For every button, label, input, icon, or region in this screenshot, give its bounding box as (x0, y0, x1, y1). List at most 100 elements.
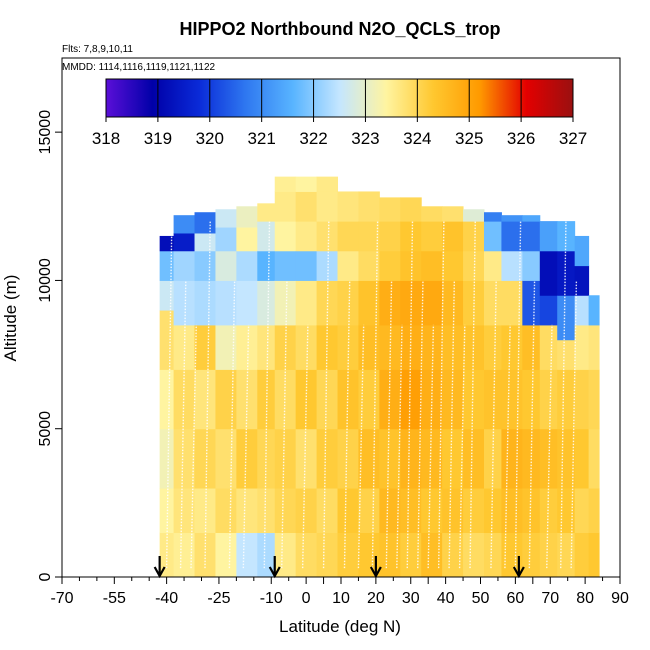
heatmap-cell-20-0 (557, 532, 576, 578)
heatmap-cell-4-5 (236, 280, 258, 326)
x-tick-label--40: -40 (155, 590, 178, 607)
heatmap-cell-21-4 (574, 324, 590, 370)
x-tick-label--70: -70 (50, 590, 73, 607)
heatmap-cell-8-7 (316, 221, 339, 252)
flight-traces (165, 221, 578, 569)
heatmap-cell-10-0 (358, 532, 380, 578)
x-tick-label-90: 90 (611, 590, 629, 607)
heatmap-cell-4-1 (236, 488, 258, 534)
heatmap-cell-13-7 (421, 221, 443, 252)
heatmap-cell-1-5 (173, 280, 196, 326)
heatmap-cell-1-6 (173, 250, 196, 281)
heatmap-cell-21-7 (574, 235, 590, 267)
heatmap-cell-15-2 (463, 428, 485, 489)
heatmap-cell-19-6 (539, 250, 558, 296)
colorbar-label-325: 325 (455, 129, 483, 148)
mmdd-label: MMDD: 1114,1116,1119,1121,1122 (62, 62, 216, 73)
heatmap-cell-3-6 (215, 250, 237, 281)
heatmap-cell-5-6 (257, 250, 276, 281)
profile-trace-18 (437, 221, 445, 569)
heatmap-cell-12-1 (400, 488, 422, 534)
heatmap-cell-22-4 (588, 324, 600, 370)
x-tick-label-10: 10 (332, 590, 350, 607)
heatmap-cell-2-7 (194, 232, 216, 252)
heatmap-cell-7-9 (295, 176, 318, 192)
heatmap-cell-9-4 (337, 324, 359, 370)
colorbar-label-318: 318 (92, 129, 120, 148)
heatmap-cell-6-0 (274, 532, 297, 578)
colorbar-label-326: 326 (507, 129, 535, 148)
colorbar-gradient (105, 78, 574, 118)
heatmap-cell-12-2 (400, 428, 422, 489)
heatmap-cell-3-5 (215, 280, 237, 326)
heatmap-cell-4-4 (236, 324, 258, 370)
heatmap-cell-20-3 (557, 369, 576, 430)
heatmap-cell-7-5 (295, 280, 318, 326)
heatmap-cell-1-4 (173, 324, 196, 370)
heatmap-cell-16-0 (483, 532, 502, 578)
heatmap-cell-20-6 (557, 250, 576, 296)
heatmap-cell-16-6 (483, 250, 502, 281)
heatmap-cell-17-5 (501, 280, 523, 326)
heatmap-cell-15-1 (463, 488, 485, 534)
heatmap-cell-21-2 (574, 428, 590, 489)
heatmap-cell-1-7 (173, 232, 196, 252)
flight-marker-arrow-1 (268, 556, 281, 579)
profile-trace-15 (406, 221, 414, 569)
y-axis: 0 5000 10000 15000 (37, 110, 62, 581)
colorbar-label-319: 319 (144, 129, 172, 148)
heatmap-cell-3-8 (215, 209, 237, 228)
heatmap-cell-7-8 (295, 191, 318, 222)
colorbar-label-320: 320 (196, 129, 224, 148)
heatmap-cell-13-5 (421, 280, 443, 326)
heatmap-cell-17-8 (501, 215, 523, 222)
profile-trace-0 (165, 221, 173, 569)
heatmap-cell-9-5 (337, 280, 359, 326)
y-tick-label-15000: 15000 (37, 110, 54, 155)
profile-trace-27 (560, 221, 567, 569)
heatmap-cell-9-7 (337, 221, 359, 252)
heatmap-cell-2-4 (194, 324, 216, 370)
heatmap-cell-17-1 (501, 488, 523, 534)
heatmap-cell-8-9 (316, 176, 339, 192)
y-tick-label-5000: 5000 (37, 411, 54, 447)
heatmap-cell-4-8 (236, 206, 258, 228)
heatmap-cell-18-1 (522, 488, 541, 534)
heatmap-cell-2-6 (194, 250, 216, 281)
heatmap-cell-4-7 (236, 227, 258, 252)
heatmap-cell-0-5 (159, 280, 175, 311)
flight-markers (153, 556, 525, 579)
heatmap-cell-22-5 (588, 295, 600, 326)
heatmap-cell-14-8 (442, 206, 464, 222)
heatmap-cell-6-2 (274, 428, 297, 489)
colorbar-label-323: 323 (351, 129, 379, 148)
heatmap-cell-6-4 (274, 324, 297, 370)
heatmap-cell-14-6 (442, 250, 464, 281)
heatmap-cell-22-0 (588, 532, 600, 578)
heatmap-cell-8-4 (316, 324, 339, 370)
heatmap-cell-22-1 (588, 488, 600, 534)
heatmap-cell-6-1 (274, 488, 297, 534)
heatmap-cell-11-7 (379, 221, 401, 252)
flight-marker-arrow-0 (153, 556, 166, 579)
heatmap-cell-7-2 (295, 428, 318, 489)
x-axis-label: Latitude (deg N) (279, 617, 401, 636)
heatmap-cell-5-1 (257, 488, 276, 534)
heatmap-cell-15-4 (463, 324, 485, 370)
heatmap-cell-5-5 (257, 280, 276, 326)
heatmap-cell-21-3 (574, 369, 590, 430)
heatmap-cell-18-0 (522, 532, 541, 578)
heatmap-cell-3-7 (215, 227, 237, 252)
colorbar-label-324: 324 (403, 129, 431, 148)
profile-trace-6 (263, 221, 271, 569)
heatmap-cell-0-3 (159, 369, 175, 430)
heatmap-cell-6-6 (274, 250, 297, 281)
heatmap-cell-9-2 (337, 428, 359, 489)
colorbar-label-327: 327 (559, 129, 587, 148)
profile-trace-12 (371, 221, 379, 569)
heatmap-cell-7-7 (295, 221, 318, 252)
heatmap-cell-7-1 (295, 488, 318, 534)
heatmap-cell-17-4 (501, 324, 523, 370)
heatmap-cell-9-0 (337, 532, 359, 578)
heatmap-cell-10-1 (358, 488, 380, 534)
